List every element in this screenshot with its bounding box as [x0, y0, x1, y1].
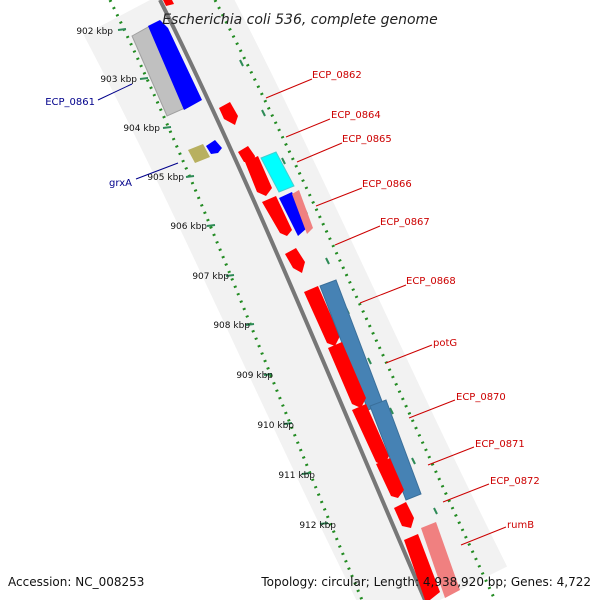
gene-ecp0868 — [304, 286, 340, 346]
gene-potg — [328, 342, 366, 408]
tick-label: 904 kbp — [123, 124, 160, 134]
gene-label-ecp0868[interactable]: ECP_0868 — [406, 276, 456, 287]
gene-ecp0867 — [285, 248, 305, 273]
gene-label-ecp0862[interactable]: ECP_0862 — [312, 70, 362, 81]
gene-label-potg[interactable]: potG — [433, 338, 457, 349]
tick-label: 903 kbp — [100, 75, 137, 85]
backbone-ring — [158, 0, 427, 600]
forward-strand-genes — [163, 0, 460, 600]
gene-label-ecp0870[interactable]: ECP_0870 — [456, 392, 506, 403]
tick-label: 910 kbp — [257, 421, 294, 431]
gene-ecp0872 — [394, 502, 414, 528]
right-gene-labels: ECP_0862 ECP_0864 ECP_0865 ECP_0866 ECP_… — [265, 70, 540, 546]
tick-label: 902 kbp — [76, 27, 113, 37]
gene-rumb-pink — [421, 522, 460, 598]
gene-ecp0866-blue — [279, 192, 307, 236]
gene-ecp0870 — [352, 404, 389, 466]
gene-ecp0865-cyan — [260, 151, 295, 193]
gene-ecp0866 — [262, 196, 292, 236]
gene-ecp0861-arrow — [148, 20, 202, 110]
tick-label: 908 kbp — [213, 321, 250, 331]
gene-label-ecp0867[interactable]: ECP_0867 — [380, 217, 430, 228]
accession-text: Accession: NC_008253 — [8, 575, 144, 589]
gene-ecp0871 — [376, 458, 404, 498]
inner-tick-marks — [117, 28, 329, 525]
reverse-strand-genes — [131, 20, 222, 163]
gene-grxa-arrow — [206, 140, 222, 154]
tick-label: 905 kbp — [147, 173, 184, 183]
gene-label-rumb[interactable]: rumB — [507, 520, 534, 531]
outer-tick-marks — [239, 59, 438, 515]
gene-label-ecp0872[interactable]: ECP_0872 — [490, 476, 540, 487]
tick-labels: 902 kbp 903 kbp 904 kbp 905 kbp 906 kbp … — [76, 27, 336, 531]
tick-label: 909 kbp — [236, 371, 273, 381]
gene-rumb — [404, 534, 440, 600]
tick-label: 912 kbp — [299, 521, 336, 531]
gene-label-grxa[interactable]: grxA — [109, 178, 132, 189]
inner-tick-ring — [108, 0, 364, 600]
tick-label: 906 kbp — [170, 222, 207, 232]
gene-ecp0866-pink — [292, 190, 313, 234]
tick-label: 907 kbp — [192, 272, 229, 282]
gene-label-ecp0861[interactable]: ECP_0861 — [45, 97, 95, 108]
gene-label-ecp0865[interactable]: ECP_0865 — [342, 134, 392, 145]
left-gene-labels: ECP_0861 grxA — [45, 83, 179, 189]
tick-label: 911 kbp — [278, 471, 315, 481]
gene-label-ecp0871[interactable]: ECP_0871 — [475, 439, 525, 450]
gene-ecp0864 — [238, 146, 255, 162]
gene-olive-feature — [188, 144, 210, 163]
gene-label-ecp0864[interactable]: ECP_0864 — [331, 110, 381, 121]
page-title: Escherichia coli 536, complete genome — [162, 12, 438, 28]
gene-label-ecp0866[interactable]: ECP_0866 — [362, 179, 412, 190]
genome-summary-text: Topology: circular; Length: 4,938,920 bp… — [260, 575, 591, 589]
gene-ecp0865 — [245, 156, 272, 196]
gene-ecp0862 — [219, 102, 238, 125]
